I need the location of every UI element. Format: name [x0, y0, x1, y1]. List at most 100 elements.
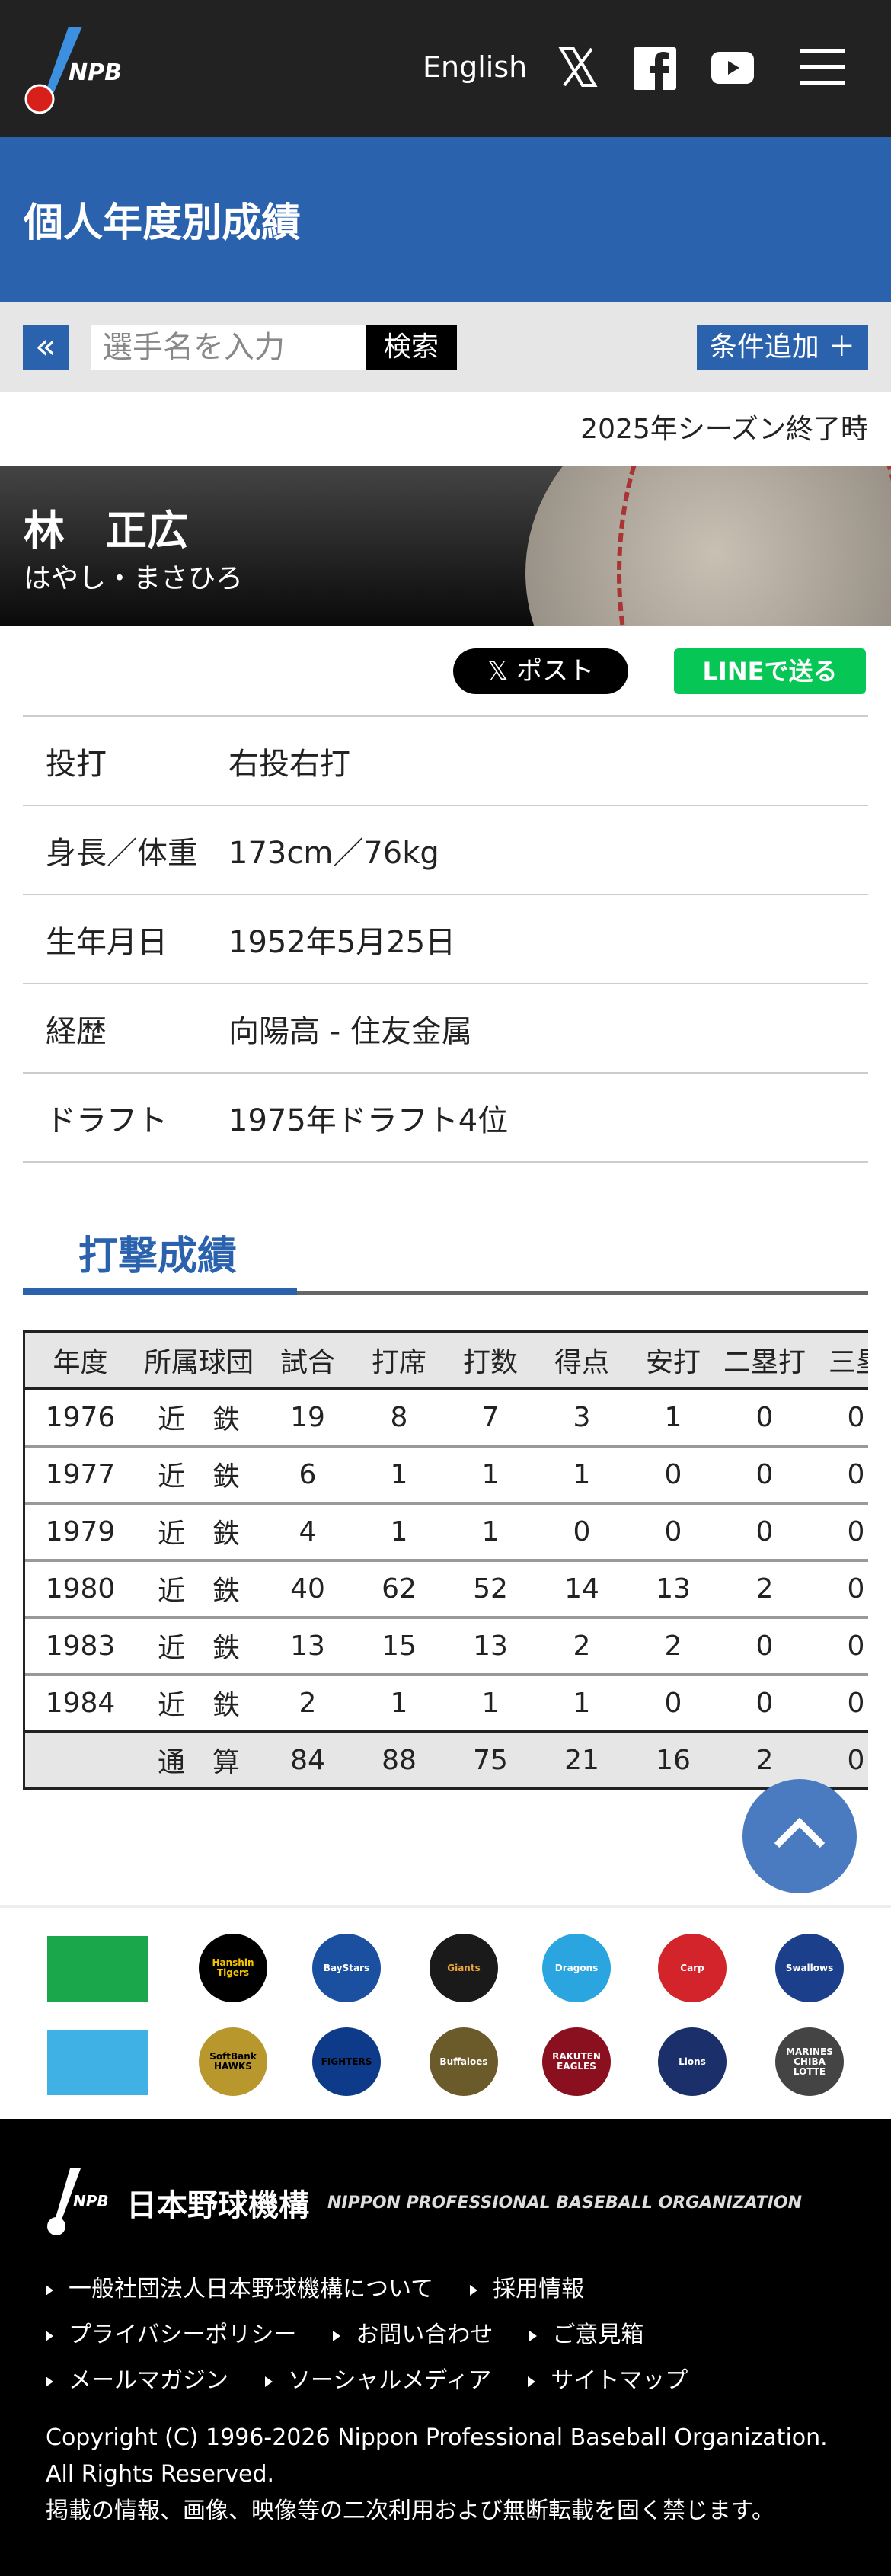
team-logo[interactable]: MARINES CHIBA LOTTE: [775, 2027, 844, 2096]
table-cell: 近 鉄: [157, 1404, 240, 1435]
total-cell: 2: [755, 1744, 774, 1776]
column-header: 試合: [279, 1346, 335, 1378]
title-band: 個人年度別成績: [0, 137, 891, 302]
search-bar: « 検索 条件追加 ＋: [0, 302, 891, 392]
footer-link[interactable]: サイトマップ: [528, 2361, 688, 2395]
page-title: 個人年度別成績: [24, 200, 302, 246]
scroll-to-top-button[interactable]: [742, 1779, 857, 1893]
team-logo[interactable]: Dragons: [542, 1934, 611, 2002]
table-cell: 近 鉄: [157, 1518, 240, 1550]
team-logo[interactable]: RAKUTEN EAGLES: [542, 2027, 611, 2096]
footer-link[interactable]: メールマガジン: [46, 2361, 228, 2395]
pacific-league-logo[interactable]: [47, 2030, 148, 2095]
footer-link[interactable]: プライバシーポリシー: [46, 2315, 296, 2349]
table-cell: 15: [382, 1630, 417, 1662]
site-header: NPB English: [0, 0, 891, 137]
active-tab-underline: [23, 1288, 297, 1295]
svg-text:NPB: NPB: [69, 59, 122, 86]
x-icon[interactable]: [558, 47, 598, 87]
table-row: 1977 近 鉄 6 1 1 1 0 0 0: [25, 1446, 868, 1503]
team-logo[interactable]: Hanshin Tigers: [199, 1934, 267, 2002]
footer-org-jp: 日本野球機構: [126, 2188, 309, 2223]
menu-icon[interactable]: [800, 49, 845, 85]
npb-logo[interactable]: NPB: [23, 27, 137, 114]
team-logo[interactable]: Buffaloes: [430, 2027, 498, 2096]
player-search-input[interactable]: [91, 325, 366, 370]
table-cell: 1: [481, 1458, 500, 1490]
table-cell: 0: [755, 1515, 774, 1547]
table-row: 1979 近 鉄 4 1 1 0 0 0 0: [25, 1503, 868, 1560]
table-cell: 0: [847, 1687, 865, 1719]
team-logo[interactable]: Swallows: [775, 1934, 844, 2002]
table-cell: 8: [390, 1401, 408, 1433]
table-cell: 13: [290, 1630, 325, 1662]
profile-label: 経歴: [46, 1013, 107, 1049]
team-logo[interactable]: Carp: [658, 1934, 727, 2002]
player-banner: 林 正広 はやし・まさひろ: [0, 466, 891, 626]
search-button[interactable]: 検索: [366, 325, 457, 370]
table-row: 1980 近 鉄 40 62 52 14 13 2 0: [25, 1560, 868, 1618]
footer-link[interactable]: お問い合わせ: [333, 2315, 493, 2349]
table-cell: 1976: [45, 1401, 116, 1433]
table-cell: 14: [564, 1573, 599, 1605]
table-cell: 2: [573, 1630, 591, 1662]
copyright: Copyright (C) 1996-2026 Nippon Professio…: [46, 2420, 828, 2530]
team-logo[interactable]: FIGHTERS: [312, 2027, 381, 2096]
table-cell: 4: [299, 1515, 317, 1547]
total-cell: 84: [290, 1744, 325, 1776]
footer-link-row: 一般社団法人日本野球機構について 採用情報: [46, 2264, 724, 2309]
table-cell: 7: [481, 1401, 500, 1433]
footer-logo: NPB 日本野球機構 NIPPON PROFESSIONAL BASEBALL …: [46, 2168, 802, 2237]
divider: [23, 1291, 868, 1295]
table-cell: 0: [847, 1458, 865, 1490]
table-cell: 0: [755, 1687, 774, 1719]
column-header: 所属球団: [143, 1346, 254, 1378]
profile-value: 173cm／76kg: [228, 835, 439, 871]
chevron-up-icon: [774, 1817, 826, 1848]
column-header: 年度: [53, 1346, 108, 1378]
profile-label: ドラフト: [46, 1102, 168, 1138]
footer-link[interactable]: 一般社団法人日本野球機構について: [46, 2270, 433, 2303]
table-cell: 1977: [45, 1458, 116, 1490]
svg-text:NPB: NPB: [73, 2192, 109, 2210]
x-post-button[interactable]: 𝕏 ポスト: [453, 648, 628, 694]
column-header: 得点: [554, 1346, 609, 1378]
central-league-logo[interactable]: [47, 1936, 148, 2002]
table-cell: 62: [382, 1573, 417, 1605]
english-link[interactable]: English: [423, 50, 528, 84]
team-logo[interactable]: Lions: [658, 2027, 727, 2096]
back-button[interactable]: «: [23, 325, 69, 370]
table-cell: 0: [847, 1401, 865, 1433]
profile-label: 投打: [46, 746, 107, 782]
total-cell: 16: [656, 1744, 691, 1776]
table-cell: 0: [847, 1630, 865, 1662]
player-name: 林 正広: [24, 507, 188, 555]
total-cell: 88: [382, 1744, 417, 1776]
facebook-icon[interactable]: [634, 47, 676, 90]
table-cell: 0: [755, 1401, 774, 1433]
table-cell: 0: [847, 1573, 865, 1605]
total-cell: 0: [847, 1744, 865, 1776]
profile-row: 身長／体重 173cm／76kg: [23, 806, 868, 895]
table-cell: 1: [573, 1458, 591, 1490]
line-share-button[interactable]: LINEで送る: [674, 648, 866, 694]
footer-link[interactable]: ご意見箱: [529, 2315, 644, 2349]
share-bar: 𝕏 ポスト LINEで送る: [0, 626, 891, 715]
team-logo[interactable]: Giants: [430, 1934, 498, 2002]
footer-link[interactable]: 採用情報: [470, 2270, 584, 2303]
table-cell: 2: [299, 1687, 317, 1719]
table-cell: 1: [390, 1458, 408, 1490]
column-header: 打数: [462, 1346, 518, 1378]
team-logo[interactable]: BayStars: [312, 1934, 381, 2002]
add-condition-button[interactable]: 条件追加 ＋: [697, 325, 868, 370]
table-cell: 40: [290, 1573, 325, 1605]
table-cell: 1: [390, 1515, 408, 1547]
table-cell: 近 鉄: [157, 1690, 240, 1721]
youtube-icon[interactable]: [711, 52, 754, 84]
footer-link[interactable]: ソーシャルメディア: [265, 2361, 491, 2395]
team-logo[interactable]: SoftBank HAWKS: [199, 2027, 267, 2096]
profile-value: 1952年5月25日: [228, 924, 456, 960]
profile-row: 経歴 向陽高 - 住友金属: [23, 984, 868, 1074]
